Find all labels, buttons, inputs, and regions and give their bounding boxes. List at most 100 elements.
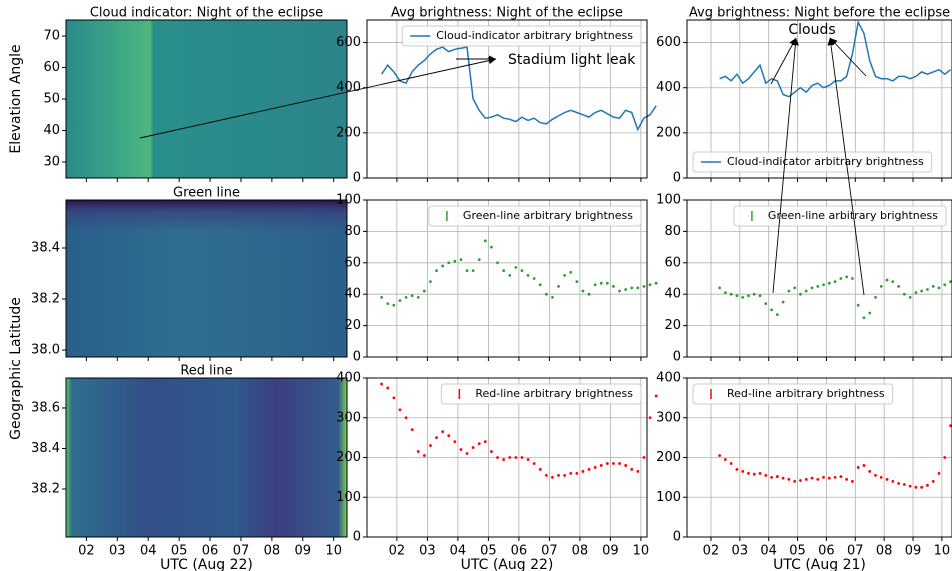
data-point <box>949 280 952 284</box>
data-point <box>593 283 597 287</box>
data-point <box>435 436 438 440</box>
data-point <box>827 281 831 285</box>
y-tick-label: 38.2 <box>31 481 60 496</box>
data-point <box>648 416 652 420</box>
data-point <box>897 481 900 485</box>
y-tick-label: 70 <box>43 29 60 44</box>
data-point <box>862 316 866 320</box>
annotations: Stadium light leak Clouds <box>139 22 867 296</box>
axes-frame <box>366 199 648 358</box>
legend-box <box>733 205 947 227</box>
data-point <box>718 454 722 457</box>
data-point <box>891 479 895 483</box>
heatmap-image <box>66 20 347 178</box>
data-point <box>787 289 791 293</box>
data-point <box>551 295 554 299</box>
x-tick-label: 08 <box>572 544 589 559</box>
legend: Green-line arbitrary brightness <box>428 205 642 227</box>
data-point <box>833 280 837 284</box>
data-point <box>723 291 727 295</box>
data-point <box>563 473 567 477</box>
data-point <box>459 448 463 451</box>
x-tick-label: 07 <box>233 544 250 559</box>
data-point <box>404 295 408 299</box>
x-tick-label: 02 <box>389 544 406 559</box>
data-point <box>949 424 952 428</box>
x-tick-label: 10 <box>325 544 342 559</box>
data-point <box>429 280 432 284</box>
data-point <box>926 288 929 291</box>
data-point <box>747 294 750 298</box>
annotation-arrow <box>829 37 867 77</box>
heatmap-image-shade <box>66 200 347 357</box>
data-point <box>508 456 512 459</box>
data-point <box>920 289 924 293</box>
data-point <box>581 289 585 293</box>
data-point <box>502 458 506 461</box>
x-tick-label: 03 <box>419 544 436 559</box>
data-point <box>605 281 609 285</box>
y-tick-label: 38.4 <box>31 240 60 255</box>
y-tick-label: 600 <box>336 35 361 50</box>
data-point <box>804 477 808 481</box>
data-point <box>839 475 843 478</box>
axes-frame <box>366 19 648 179</box>
x-tick-label: 10 <box>633 544 650 559</box>
x-tick-label: 03 <box>109 544 126 559</box>
panel-title: Cloud indicator: Night of the eclipse <box>90 6 323 21</box>
data-point <box>781 476 785 480</box>
y-tick-label: 50 <box>43 92 60 107</box>
data-point <box>496 456 499 459</box>
data-point <box>502 269 506 273</box>
data-point <box>422 289 426 293</box>
data-point <box>723 458 727 461</box>
data-point <box>636 470 640 473</box>
y-tick-label: 0 <box>673 350 681 365</box>
y-tick-label: 100 <box>336 490 361 505</box>
data-point <box>569 472 573 475</box>
legend-box <box>692 151 933 173</box>
data-point <box>398 408 402 412</box>
data-point <box>902 292 906 296</box>
annotation-text: Clouds <box>788 22 835 38</box>
y-axis-label: Elevation Angle <box>8 44 24 153</box>
y-tick-label: 100 <box>336 193 361 208</box>
data-point <box>422 454 426 457</box>
annotation-arrow <box>772 37 799 294</box>
data-point <box>856 303 860 307</box>
legend: Green-line arbitrary brightness <box>733 205 947 227</box>
y-tick-label: 80 <box>664 224 681 239</box>
data-point <box>514 266 518 269</box>
data-point <box>435 269 438 273</box>
y-tick-label: 400 <box>336 371 361 386</box>
legend: Cloud-indicator arbitrary brightness <box>401 25 642 47</box>
y-tick-label: 0 <box>353 350 361 365</box>
data-point <box>943 283 947 287</box>
data-point <box>943 456 947 459</box>
data-point <box>453 440 457 443</box>
y-tick-label: 20 <box>344 318 361 333</box>
x-tick-label: 06 <box>202 544 219 559</box>
data-point <box>587 292 591 296</box>
data-point <box>718 286 722 290</box>
data-point <box>914 485 918 489</box>
x-tick-label: 04 <box>140 544 157 559</box>
data-point <box>799 292 802 296</box>
data-point <box>868 311 872 315</box>
legend-label: Cloud-indicator arbitrary brightness <box>436 29 633 42</box>
y-tick-label: 300 <box>336 410 361 425</box>
data-point <box>885 278 889 282</box>
x-tick-label: 02 <box>78 544 95 559</box>
y-tick-label: 60 <box>43 60 60 75</box>
data-point <box>822 475 825 479</box>
x-tick-label: 05 <box>789 544 806 559</box>
y-tick-label: 200 <box>656 125 681 140</box>
y-tick-label: 60 <box>664 255 681 270</box>
data-point <box>447 434 451 438</box>
data-point <box>891 280 895 284</box>
panel-title: Green line <box>173 186 240 201</box>
data-point <box>483 239 487 243</box>
legend-box <box>401 25 642 47</box>
data-point <box>612 284 615 288</box>
data-point <box>624 288 628 291</box>
